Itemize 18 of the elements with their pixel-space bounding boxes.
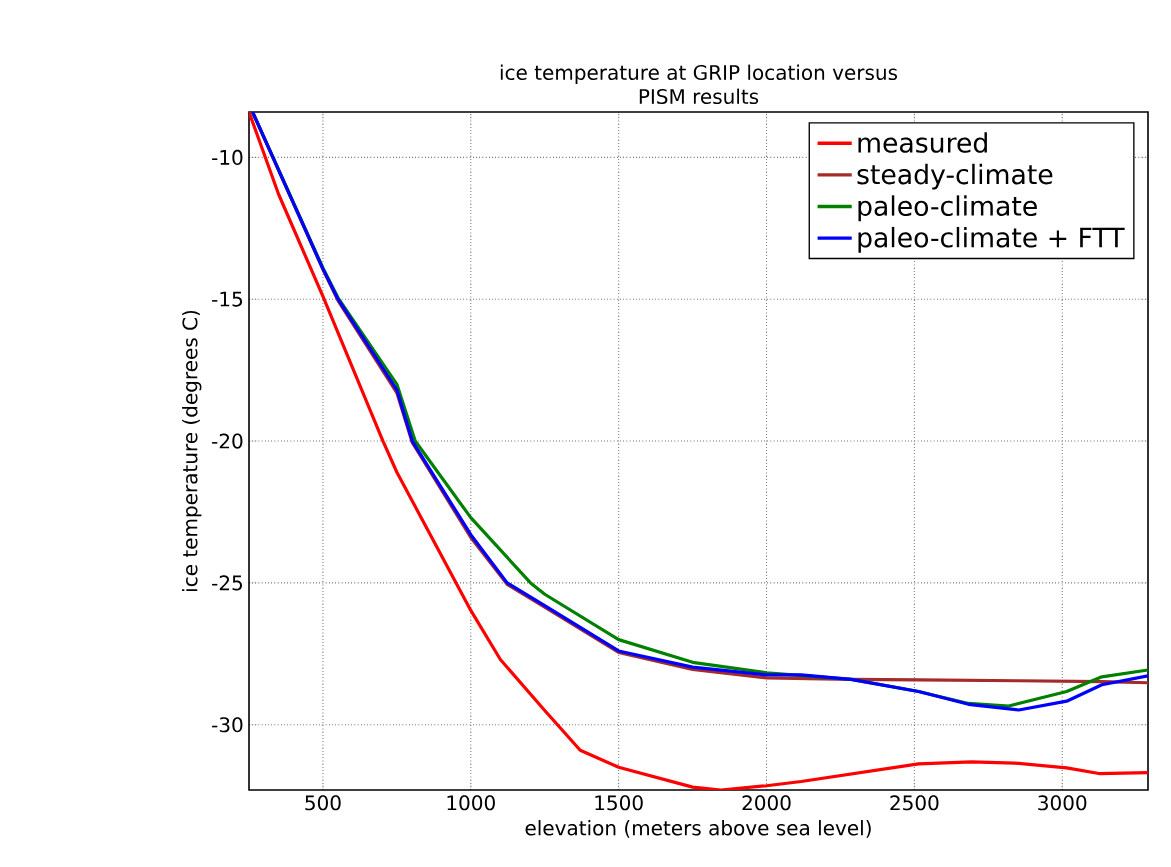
legend-label: measured [858,132,987,153]
x-tick-label: 3000 [1038,795,1087,811]
y-tick-label: -10 [212,149,243,165]
y-tick-label: -15 [212,291,243,307]
y-tick-label: -20 [212,433,243,449]
y-tick-label: -25 [212,575,243,591]
legend-label: steady-climate [857,163,1053,190]
x-tick-label: 1500 [595,795,643,811]
legend-label: paleo-climate [858,195,1037,222]
y-tick-label: -30 [212,717,243,733]
x-tick-label: 2000 [742,795,791,811]
x-tick-label: 500 [305,795,341,811]
y-axis-title: ice temperature (degrees C) [182,310,202,591]
legend-label: paleo-climate + FTT [858,226,1125,253]
x-axis-title: elevation (meters above sea level) [525,820,871,838]
chart-title: ice temperature at GRIP location versus PISM results [500,64,898,105]
x-tick-label: 1000 [447,795,495,811]
x-tick-label: 2500 [890,795,939,811]
